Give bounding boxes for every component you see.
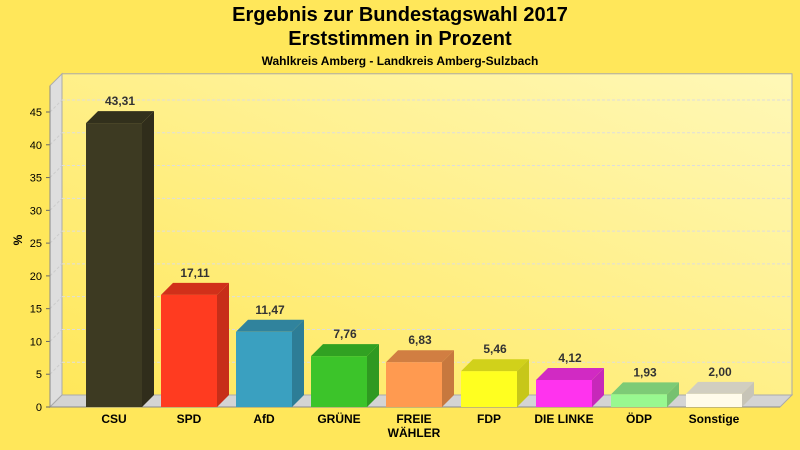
bar-side: [592, 367, 604, 407]
bar-front: [686, 393, 742, 407]
y-axis-label: %: [11, 234, 25, 245]
x-tick-label: Sonstige: [689, 412, 740, 426]
data-label: 2,00: [708, 365, 732, 379]
bar-front: [461, 371, 517, 407]
bar-freie-wähler: [386, 350, 454, 407]
bar-spd: [161, 282, 229, 407]
y-tick-label: 25: [30, 238, 42, 250]
bar-top: [461, 359, 529, 372]
data-label: 1,93: [633, 365, 657, 379]
bar-sonstige: [686, 381, 754, 407]
bar-die-linke: [536, 367, 604, 407]
bar-top: [611, 382, 679, 395]
bar-grüne: [311, 344, 379, 407]
bar-side: [442, 350, 454, 407]
gridline: [49, 197, 63, 211]
bar-side: [292, 319, 304, 407]
y-tick-label: 20: [30, 271, 42, 283]
bar-ödp: [611, 382, 679, 407]
chart-subtitle: Erststimmen in Prozent: [288, 28, 512, 50]
x-tick-label: FDP: [477, 412, 501, 426]
data-label: 4,12: [558, 351, 582, 365]
data-label: 11,47: [255, 303, 285, 317]
bar-side: [667, 382, 679, 407]
plot-side-wall: [49, 72, 63, 409]
bar-front: [161, 294, 217, 407]
data-label: 43,31: [105, 94, 135, 108]
x-tick-label: ÖDP: [626, 411, 652, 426]
y-tick-label: 0: [36, 402, 42, 414]
x-tick-label: AfD: [253, 412, 275, 426]
bar-front: [311, 356, 367, 407]
gridline: [49, 296, 63, 310]
gridline: [49, 329, 63, 342]
bar-front: [236, 331, 292, 407]
gridline: [49, 132, 63, 146]
x-tick-label: CSU: [101, 412, 126, 426]
bar-front: [611, 394, 667, 407]
bar-front: [86, 123, 142, 407]
x-tick-label: GRÜNE: [317, 411, 360, 426]
y-tick-label: 45: [30, 107, 42, 119]
gridline: [49, 263, 63, 277]
gridline: [49, 99, 63, 113]
bar-top: [86, 111, 154, 124]
bar-side: [217, 282, 229, 407]
y-tick-label: 35: [30, 173, 42, 185]
bar-front: [386, 362, 442, 407]
bar-top: [311, 344, 379, 357]
gridline: [49, 165, 63, 178]
bar-top: [536, 367, 604, 380]
bar-fdp: [461, 359, 529, 407]
data-label: 17,11: [180, 266, 210, 280]
gridline: [49, 230, 63, 244]
data-label: 5,46: [483, 342, 507, 356]
y-tick-label: 40: [30, 140, 42, 152]
data-label: 7,76: [333, 327, 357, 341]
chart-title: Ergebnis zur Bundestagswahl 2017: [232, 4, 568, 26]
bar-side: [367, 344, 379, 407]
bar-side: [742, 381, 754, 407]
y-tick-label: 30: [30, 205, 42, 217]
data-label: 6,83: [408, 333, 432, 347]
bar-csu: [86, 111, 154, 407]
bar-top: [161, 282, 229, 295]
bar-top: [686, 381, 754, 394]
x-tick-label: SPD: [177, 412, 202, 426]
bar-side: [517, 359, 529, 407]
x-tick-label: DIE LINKE: [534, 412, 593, 426]
x-tick-label: FREIE WÄHLER: [388, 412, 441, 440]
y-tick-label: 5: [36, 369, 42, 381]
y-tick-label: 15: [30, 304, 42, 316]
y-tick-label: 10: [30, 336, 42, 348]
bar-side: [142, 111, 154, 407]
bar-top: [386, 350, 454, 363]
bar-top: [236, 319, 304, 332]
bar-afd: [236, 319, 304, 407]
bar-front: [536, 379, 592, 407]
gridline: [49, 361, 63, 375]
chart-subsubtitle: Wahlkreis Amberg - Landkreis Amberg-Sulz…: [261, 54, 539, 68]
